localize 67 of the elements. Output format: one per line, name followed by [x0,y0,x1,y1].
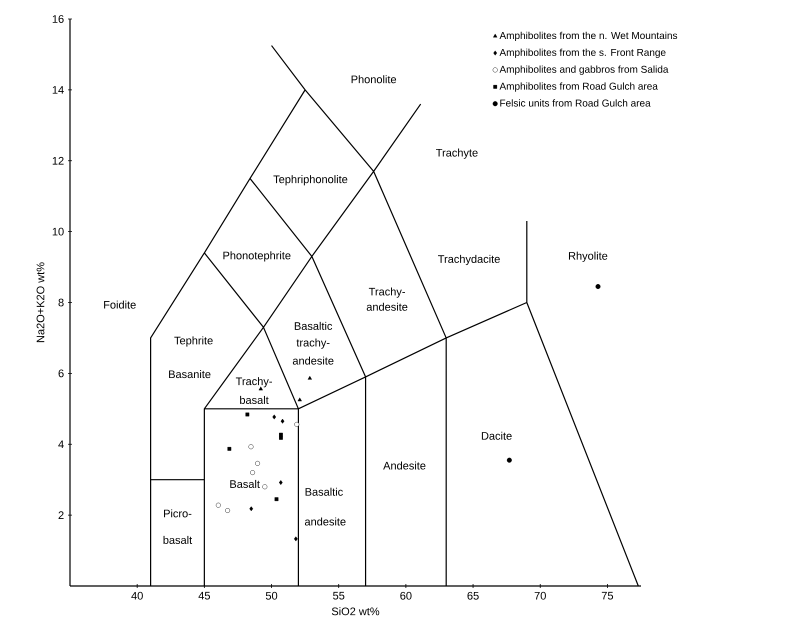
y-axis-title: Na2O+K2O wt% [36,262,44,342]
point [249,506,254,512]
annotation: Andesite [383,461,426,470]
annotation: Rhyolite [568,252,608,262]
annotation: andesite [292,356,334,365]
annotation: basalt [164,536,192,544]
x-tick-label: 75 [602,592,614,600]
y-tick-label: 10 [52,228,64,236]
point [308,376,312,380]
y-tick-label: 14 [52,86,64,94]
point [250,470,256,476]
x-axis-title: SiO2 wt% [332,607,380,616]
annotation: Phonotephrite [223,251,291,262]
point [248,444,254,450]
x-tick-label: 70 [534,592,546,600]
x-tick-label: 50 [266,592,278,600]
point [272,414,276,420]
x-tick-label: 55 [333,592,344,600]
point [506,458,512,463]
y-tick-label: 12 [52,156,64,165]
annotation: basalt [240,396,269,404]
point [262,484,268,490]
point [216,502,221,508]
point [227,446,232,451]
x-tick-label: 65 [468,592,479,600]
annotation: Basanite [169,370,210,378]
legend-label: Amphibolites from the s. Front Range [500,48,666,58]
annotation: Basaltic [294,322,332,330]
legend-label: Amphibolites from Road Gulch area [500,82,658,92]
legend-label: Amphibolites from the n. Wet Mountains [500,32,678,42]
point [280,418,284,424]
legend-label: Felsic units from Road Gulch area [500,99,651,107]
point [255,460,260,466]
y-tick-label: 4 [58,440,64,448]
annotation: Trachy- [368,287,406,298]
x-tick-label: 45 [198,592,210,600]
point [294,422,300,427]
annotation: Picro- [164,509,192,518]
point [279,436,283,440]
point [294,536,298,542]
x-tick-label: 40 [131,592,143,600]
y-tick-label: 6 [58,369,64,378]
annotation: Trachyte [436,148,478,159]
annotation: Tephrite [174,336,213,347]
y-tick-label: 8 [58,298,64,306]
point [278,480,283,485]
annotation: trachy- [296,338,330,349]
annotation: Basalt [230,480,260,488]
annotation: Phonolite [352,75,396,84]
annotation: andesite [366,302,408,311]
point [274,497,278,502]
y-tick-label: 16 [52,15,64,23]
point [298,398,302,402]
x-tick-label: 60 [400,592,412,600]
annotation: Foidite [104,300,136,309]
y-tick-label: 2 [58,511,64,519]
annotation: andesite [304,517,346,526]
point [596,284,601,290]
point [245,412,250,416]
annotation: Trachydacite [438,254,500,266]
annotation: Tephriphonolite [273,175,348,186]
annotation: Trachy- [236,377,272,388]
annotation: Dacite [482,432,512,440]
point [225,508,230,514]
point [279,432,283,437]
annotation: Basaltic [306,488,343,496]
legend-label: Amphibolites and gabbros from Salida [500,65,668,75]
